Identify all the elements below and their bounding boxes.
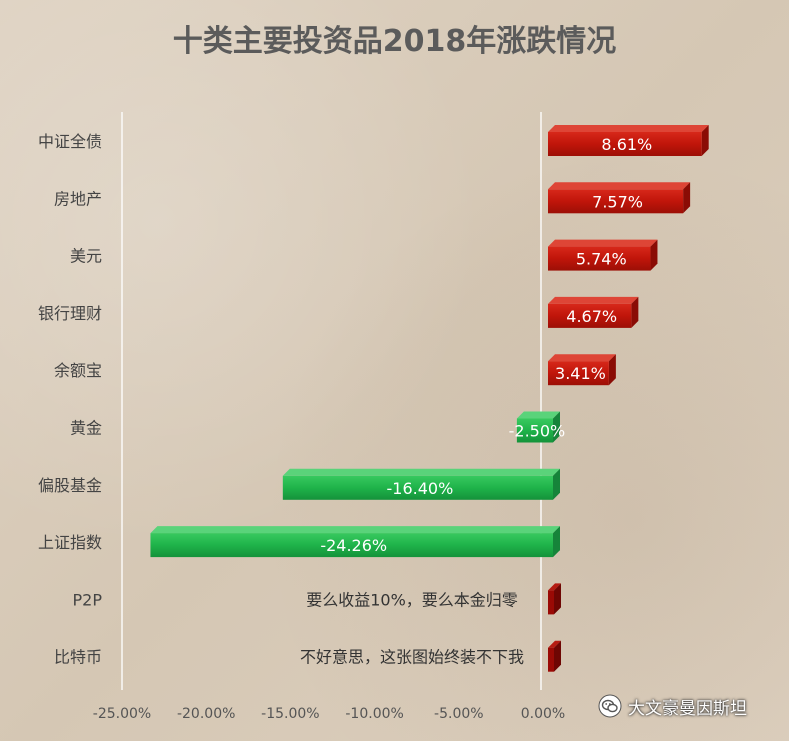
x-tick-label: 0.00% — [521, 706, 565, 722]
bar-side-face — [553, 526, 560, 558]
watermark-text: 大文豪曼因斯坦 — [628, 698, 747, 719]
category-label: 偏股基金 — [38, 476, 102, 495]
bar-front-face — [548, 303, 632, 328]
category-label: 美元 — [70, 247, 102, 266]
bar-front-face — [548, 361, 609, 386]
bar-side-face — [554, 640, 561, 672]
category-label: 余额宝 — [54, 361, 102, 380]
bar-front-face — [548, 132, 702, 156]
x-tick-label: -10.00% — [345, 706, 403, 722]
bar-front-face — [548, 189, 684, 214]
bar — [548, 354, 616, 386]
bar-side-face — [554, 583, 561, 615]
category-label: 银行理财 — [38, 304, 102, 323]
bar-top-face — [548, 296, 639, 304]
bar-top-face — [548, 583, 561, 591]
bar-side-face — [608, 354, 616, 386]
data-label: -24.26% — [320, 536, 387, 555]
bar — [548, 125, 709, 156]
category-label: 房地产 — [54, 189, 102, 208]
bar-front-face — [548, 647, 554, 672]
bar — [548, 182, 691, 214]
data-label: -2.50% — [509, 422, 566, 441]
data-label: -16.40% — [387, 479, 454, 498]
bar-top-face — [516, 411, 560, 419]
chart-title: 十类主要投资品2018年涨跌情况 — [172, 24, 617, 59]
x-tick-label: -5.00% — [434, 706, 484, 722]
category-label: 上证指数 — [38, 533, 102, 552]
bar-top-face — [548, 239, 658, 247]
bar-top-face — [282, 468, 560, 476]
bar-front-face — [548, 246, 651, 271]
data-label: 3.41% — [555, 364, 606, 383]
bar — [150, 526, 560, 558]
data-label: 4.67% — [566, 307, 617, 326]
bar-side-face — [650, 239, 658, 271]
annotation: 不好意思，这张图始终装不下我 — [300, 648, 524, 667]
bar-top-face — [548, 125, 709, 132]
bar-top-face — [548, 640, 561, 648]
category-label: 中证全债 — [38, 132, 102, 151]
category-label: 黄金 — [70, 419, 102, 438]
bar-front-face — [282, 475, 553, 500]
bar — [548, 239, 658, 271]
bar-side-face — [631, 296, 639, 328]
bar — [516, 411, 560, 443]
bar-top-face — [150, 526, 560, 534]
bar — [548, 296, 639, 328]
bar — [282, 468, 560, 500]
data-label: 5.74% — [576, 250, 627, 269]
category-label: 比特币 — [54, 648, 102, 667]
x-tick-label: -20.00% — [177, 706, 235, 722]
category-label: P2P — [73, 590, 103, 609]
annotation: 要么收益10%，要么本金归零 — [306, 590, 518, 609]
bar — [548, 583, 561, 615]
bar-top-face — [548, 354, 616, 362]
x-tick-label: -15.00% — [261, 706, 319, 722]
watermark: 大文豪曼因斯坦 — [598, 694, 747, 719]
bar-front-face — [150, 533, 553, 558]
bar-side-face — [683, 182, 691, 214]
bar-side-face — [553, 468, 560, 500]
bar-front-face — [516, 418, 553, 443]
data-label: 7.57% — [592, 192, 643, 211]
bar — [548, 640, 561, 672]
bar-side-face — [553, 411, 560, 443]
wechat-icon — [598, 694, 622, 718]
bar-front-face — [548, 590, 554, 615]
bar-top-face — [548, 182, 691, 190]
data-label: 8.61% — [601, 135, 652, 154]
x-tick-label: -25.00% — [93, 706, 151, 722]
bar-side-face — [701, 125, 709, 156]
